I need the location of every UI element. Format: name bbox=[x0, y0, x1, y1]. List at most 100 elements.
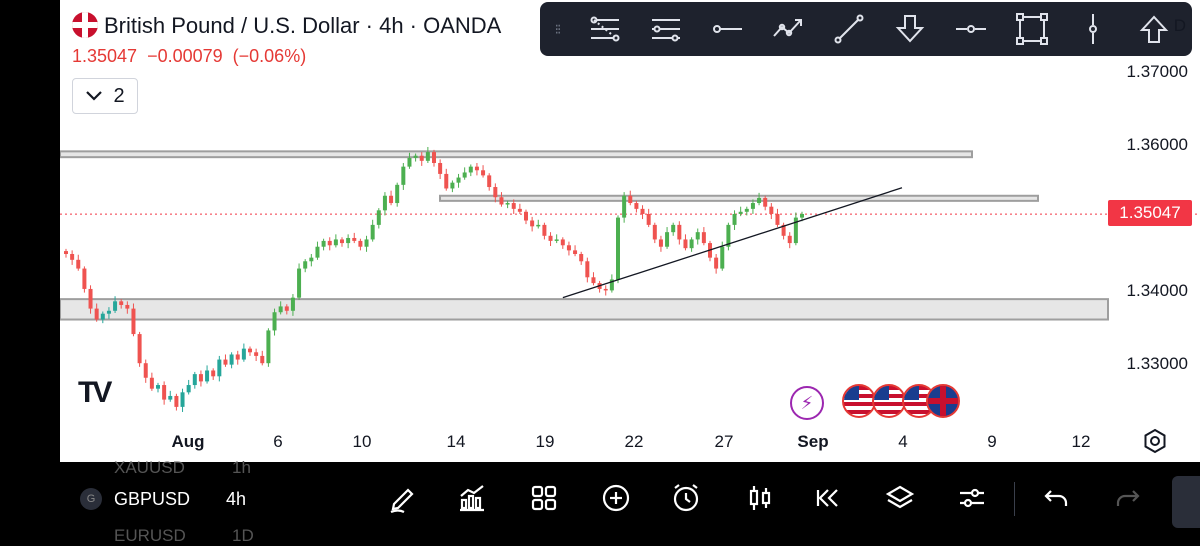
last-price: 1.35047 bbox=[72, 46, 138, 66]
path-icon[interactable] bbox=[757, 2, 818, 56]
candle-body bbox=[248, 348, 252, 353]
us-event-icon[interactable] bbox=[842, 384, 876, 418]
arrow-up-icon[interactable] bbox=[1123, 2, 1184, 56]
candle-body bbox=[113, 301, 118, 311]
candle-body bbox=[450, 182, 455, 189]
time-axis-label: 12 bbox=[1071, 432, 1091, 451]
candle-body bbox=[677, 224, 682, 240]
price-change-pct: (−0.06%) bbox=[232, 46, 307, 66]
horizontal-line-icon[interactable] bbox=[940, 2, 1001, 56]
indicators-button[interactable] bbox=[452, 478, 492, 518]
candle-body bbox=[548, 235, 553, 241]
candle-body bbox=[315, 246, 320, 258]
candle-body bbox=[566, 245, 571, 251]
candle-body bbox=[260, 355, 265, 364]
candle-body bbox=[254, 352, 259, 356]
symbol-name: GBPUSD bbox=[114, 488, 191, 509]
candle-body bbox=[327, 240, 332, 246]
candle-body bbox=[750, 203, 755, 209]
add-button[interactable] bbox=[596, 478, 636, 518]
price-change: −0.00079 bbox=[147, 46, 223, 66]
sliders-icon bbox=[960, 488, 984, 508]
layouts-button[interactable] bbox=[524, 478, 564, 518]
indicators-toggle-button[interactable]: 2 bbox=[72, 78, 138, 114]
candle-body bbox=[309, 257, 314, 262]
price-axis-label: 1.36000 bbox=[1126, 135, 1188, 154]
candle-body bbox=[787, 235, 792, 244]
candle-body bbox=[290, 297, 295, 311]
candle-body bbox=[407, 157, 412, 167]
fib-extension-icon[interactable] bbox=[635, 2, 696, 56]
timeframe-label[interactable]: 4h bbox=[226, 488, 247, 509]
candle-body bbox=[554, 239, 559, 241]
flash-event-icon[interactable]: ⚡ bbox=[790, 386, 824, 420]
currency-label-partial[interactable]: D bbox=[1173, 16, 1186, 35]
price-zone bbox=[60, 150, 973, 159]
candle-body bbox=[119, 301, 124, 305]
candle-body bbox=[671, 224, 676, 233]
candle-body bbox=[156, 385, 160, 389]
candle-body bbox=[241, 348, 246, 360]
candle-body bbox=[444, 173, 449, 189]
candle-body bbox=[64, 251, 68, 254]
grid-icon bbox=[531, 485, 557, 511]
drawing-toolbar[interactable]: ⁝⁝ bbox=[540, 2, 1192, 56]
tradingview-logo: TV bbox=[78, 376, 112, 409]
candle-body bbox=[272, 312, 277, 331]
symbol-badge: G bbox=[80, 488, 102, 510]
alerts-button[interactable] bbox=[666, 478, 706, 518]
candle-body bbox=[100, 313, 105, 320]
candle-body bbox=[622, 195, 627, 218]
candle-body bbox=[616, 217, 620, 280]
redo-button[interactable] bbox=[1108, 478, 1148, 518]
settings-sliders-button[interactable] bbox=[952, 478, 992, 518]
drag-handle-icon[interactable]: ⁝⁝ bbox=[554, 21, 562, 37]
candle-body bbox=[493, 187, 498, 198]
replay-button[interactable] bbox=[808, 478, 848, 518]
candle-body bbox=[168, 395, 173, 400]
objects-tree-button[interactable] bbox=[880, 478, 920, 518]
chart-type-button[interactable] bbox=[740, 478, 780, 518]
horizontal-ray-icon[interactable] bbox=[696, 2, 757, 56]
vertical-line-icon[interactable] bbox=[1062, 2, 1123, 56]
us-event-icon[interactable] bbox=[872, 384, 906, 418]
price-chart[interactable] bbox=[60, 0, 1200, 462]
alarm-clock-icon bbox=[673, 484, 699, 512]
draw-pencil-button[interactable] bbox=[382, 478, 422, 518]
rectangle-icon[interactable] bbox=[1001, 2, 1062, 56]
candle-body bbox=[389, 195, 394, 204]
candle-body bbox=[174, 395, 179, 407]
candle-body bbox=[284, 306, 289, 311]
time-axis-label: Sep bbox=[797, 432, 829, 451]
settings-gear-icon[interactable] bbox=[1142, 428, 1168, 454]
side-panel-toggle[interactable] bbox=[1172, 476, 1200, 528]
candle-body bbox=[683, 239, 688, 249]
ascending-trendline bbox=[562, 187, 903, 299]
symbol-selector[interactable]: G GBPUSD 4h bbox=[80, 488, 246, 510]
price-axis-label: 1.34000 bbox=[1126, 281, 1188, 300]
time-axis-label: 14 bbox=[446, 432, 466, 451]
uk-event-icon[interactable] bbox=[926, 384, 960, 418]
candle-body bbox=[757, 197, 762, 204]
candle-body bbox=[646, 213, 651, 225]
chart-area[interactable] bbox=[60, 0, 1200, 462]
candle-body bbox=[517, 208, 522, 212]
fib-retracement-icon[interactable] bbox=[574, 2, 635, 56]
candle-body bbox=[198, 374, 203, 382]
trend-line-icon[interactable] bbox=[818, 2, 879, 56]
bottom-toolbar bbox=[0, 462, 1200, 536]
arrow-down-icon[interactable] bbox=[879, 2, 940, 56]
candle-body bbox=[468, 166, 473, 173]
candle-body bbox=[106, 310, 111, 314]
candle-body bbox=[346, 237, 351, 244]
candle-body bbox=[125, 304, 130, 309]
candle-body bbox=[530, 220, 535, 227]
undo-button[interactable] bbox=[1036, 478, 1076, 518]
candle-body bbox=[726, 224, 731, 247]
candle-body bbox=[658, 239, 663, 247]
candle-body bbox=[211, 370, 216, 377]
symbol-header[interactable]: British Pound / U.S. Dollar · 4h · OANDA bbox=[72, 12, 501, 39]
candle-body bbox=[149, 377, 154, 389]
candle-body bbox=[603, 288, 608, 291]
price-axis-label: 1.33000 bbox=[1126, 354, 1188, 373]
